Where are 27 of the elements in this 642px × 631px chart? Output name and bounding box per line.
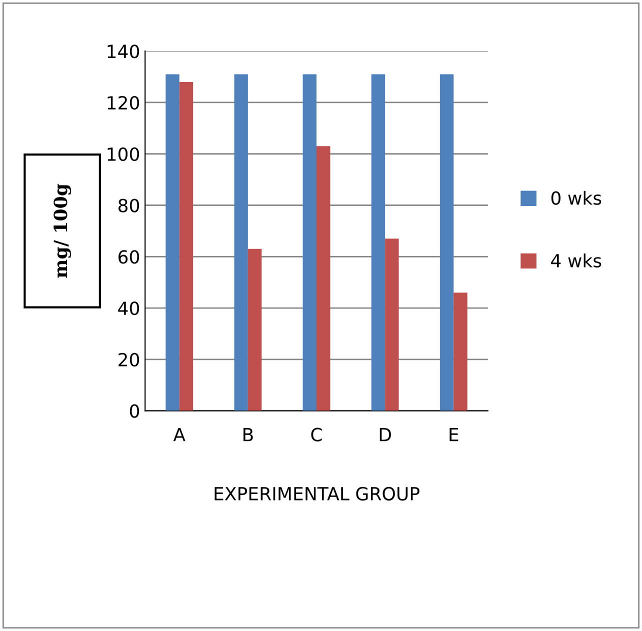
bar bbox=[179, 82, 194, 411]
y-axis-title: mg/ 100g bbox=[54, 184, 72, 278]
bar bbox=[302, 74, 317, 411]
bar bbox=[234, 74, 248, 411]
y-tick-label: 40 bbox=[118, 301, 140, 316]
bar bbox=[248, 248, 262, 411]
bar bbox=[440, 74, 454, 411]
x-tick-label: D bbox=[380, 428, 391, 442]
y-tick-label: 140 bbox=[108, 44, 140, 58]
x-tick-label: A bbox=[173, 428, 186, 442]
y-tick-label: 100 bbox=[108, 147, 140, 161]
y-tick-label: 20 bbox=[118, 352, 140, 367]
x-tick-label: C bbox=[311, 428, 322, 442]
y-tick-label: 80 bbox=[118, 198, 140, 212]
x-tick-label: E bbox=[450, 428, 458, 442]
bar bbox=[316, 146, 330, 411]
x-tick-label: B bbox=[244, 428, 253, 442]
bar bbox=[166, 74, 180, 411]
y-tick-label: 120 bbox=[108, 96, 140, 110]
y-tick-label: 0 bbox=[130, 404, 140, 418]
legend-label: 4 wks bbox=[551, 254, 602, 268]
bar bbox=[371, 74, 386, 411]
y-tick-label: 60 bbox=[118, 250, 140, 264]
x-axis-title: EXPERIMENTAL GROUP bbox=[214, 486, 420, 501]
bar bbox=[454, 292, 468, 411]
bar bbox=[385, 238, 399, 411]
legend-label: 0 wks bbox=[551, 190, 602, 205]
